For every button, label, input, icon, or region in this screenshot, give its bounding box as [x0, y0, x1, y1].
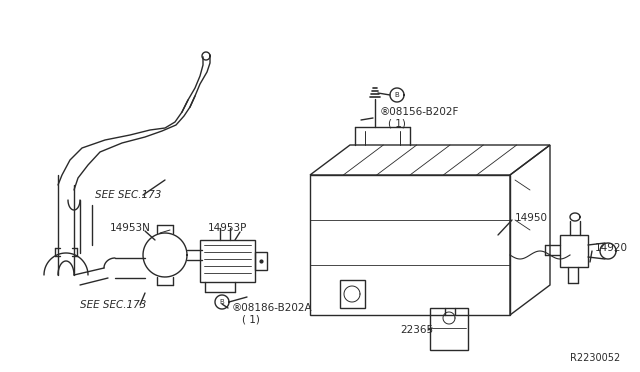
Text: ( 1): ( 1) — [388, 118, 406, 128]
Text: SEE SEC.173: SEE SEC.173 — [80, 300, 147, 310]
Bar — [340, 280, 365, 308]
Text: ®08186-B202A: ®08186-B202A — [232, 303, 312, 313]
Text: 14950: 14950 — [515, 213, 548, 223]
Text: ®08156-B202F: ®08156-B202F — [380, 107, 460, 117]
Bar — [430, 308, 468, 350]
Text: 14953P: 14953P — [208, 223, 248, 233]
Bar — [255, 252, 267, 270]
Text: 14920: 14920 — [595, 243, 628, 253]
Text: SEE SEC.173: SEE SEC.173 — [95, 190, 161, 200]
Text: B: B — [395, 92, 399, 98]
Text: R2230052: R2230052 — [570, 353, 620, 363]
Text: 22365: 22365 — [400, 325, 433, 335]
Bar — [200, 240, 255, 282]
Bar — [560, 235, 588, 267]
Text: 14953N: 14953N — [110, 223, 151, 233]
Text: B: B — [220, 299, 225, 305]
Text: ( 1): ( 1) — [242, 314, 260, 324]
